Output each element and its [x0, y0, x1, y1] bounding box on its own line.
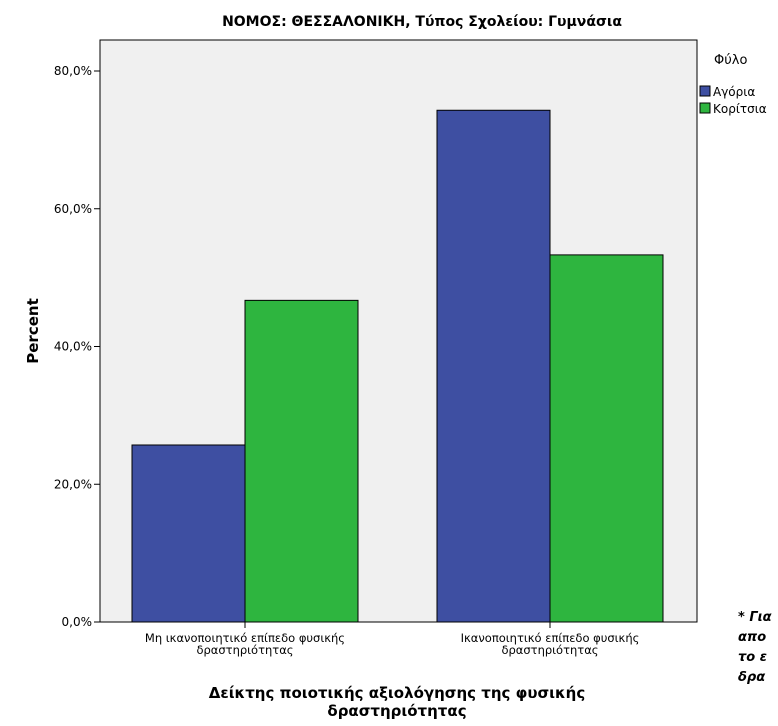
y-axis-title: Percent: [24, 298, 42, 363]
legend: Φύλο Αγόρια Κορίτσια: [699, 53, 767, 116]
y-tick-label: 0,0%: [62, 615, 93, 629]
y-tick-label: 40,0%: [54, 340, 92, 354]
y-axis: 0,0% 20,0% 40,0% 60,0% 80,0%: [54, 64, 100, 629]
bar-boys-1: [131, 444, 246, 623]
bar-girls-2: [549, 254, 664, 623]
legend-swatch: [699, 102, 711, 114]
bar-girls-1: [244, 299, 359, 623]
y-tick-label: 80,0%: [54, 64, 92, 78]
legend-title: Φύλο: [714, 53, 747, 68]
x-category-label: δραστηριότητας: [196, 643, 293, 657]
footnote-line: δρα: [738, 670, 766, 685]
x-category-label: Ικανοποιητικό επίπεδο φυσικής: [461, 631, 640, 645]
footnote-line: απο: [738, 630, 767, 645]
bars-layer: [131, 109, 664, 623]
bar-boys-2: [436, 109, 551, 623]
legend-swatch: [699, 85, 711, 97]
y-tick-label: 20,0%: [54, 477, 92, 491]
footnote-line: το ε: [738, 650, 767, 665]
x-axis-title-line-1: Δείκτης ποιοτικής αξιολόγησης της φυσική…: [209, 684, 585, 702]
legend-label: Αγόρια: [713, 85, 755, 99]
x-axis-category-labels: Μη ικανοποιητικό επίπεδο φυσικήςδραστηρι…: [145, 622, 639, 657]
chart-title: ΝΟΜΟΣ: ΘΕΣΣΑΛΟΝΙΚΗ, Τύπος Σχολείου: Γυμν…: [222, 14, 622, 30]
footnote-line: * Για: [738, 610, 772, 625]
x-axis-title-line-2: δραστηριότητας: [327, 702, 466, 720]
x-category-label: Μη ικανοποιητικό επίπεδο φυσικής: [145, 631, 345, 645]
footnote: * Για απο το ε δρα: [738, 608, 778, 726]
y-tick-label: 60,0%: [54, 202, 92, 216]
x-category-label: δραστηριότητας: [501, 643, 598, 657]
legend-label: Κορίτσια: [713, 102, 767, 116]
